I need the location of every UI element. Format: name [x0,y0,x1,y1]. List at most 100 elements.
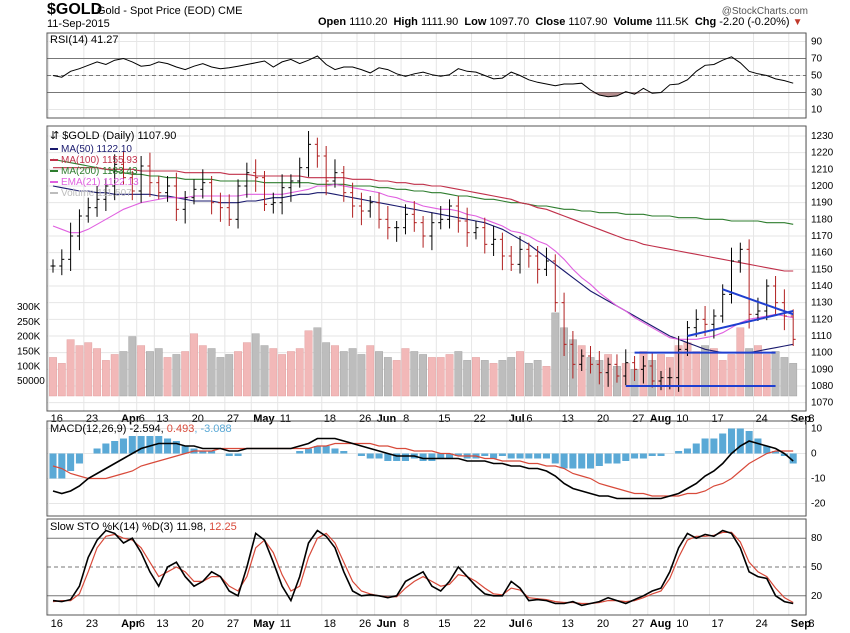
x-tick-label: Aug [650,618,671,630]
sto-tick-label: 80 [811,533,823,544]
volume-bar [551,312,560,397]
trendline-falling [722,288,794,316]
x-tick-label: 11 [280,413,291,425]
volume-value: 111.5K [655,16,689,28]
macd-histogram-bar [393,453,401,461]
macd-histogram-bar [622,453,630,461]
macd-histogram-bar [454,453,462,456]
price-tick-label: 1150 [811,264,833,275]
volume-tick-label: 100K [17,361,41,372]
volume-bar [287,351,295,397]
volume-bar [771,351,780,397]
x-tick-label: 24 [756,413,768,425]
volume-bar [780,357,789,397]
x-tick-label: May [253,413,275,425]
macd-histogram-bar [428,453,436,461]
volume-bar [198,345,207,397]
volume-bar [718,360,727,397]
volume-bar [489,363,498,397]
volume-bar [225,354,234,397]
sto-title: Slow STO %K(14) %D(3) 11.98, 12.25 [50,521,237,533]
x-tick-label: 26 [359,618,371,630]
macd-histogram-bar [155,436,163,454]
exchange: CME [218,5,243,17]
macd-tick-label: 10 [811,424,823,435]
x-tick-label: 13 [562,618,574,630]
volume-bar [207,348,216,397]
macd-histogram-bar [780,453,788,456]
volume-bar [542,366,551,397]
trendline-rising [687,310,794,337]
macd-histogram-bar [648,453,656,456]
price-tick-label: 1220 [811,148,834,159]
macd-value: -2.594, [129,423,166,435]
rsi-panel [46,32,807,119]
macd-histogram-bar [745,431,753,454]
volume-bar [436,357,445,397]
volume-bar [190,333,198,397]
x-tick-label: 6 [526,413,532,425]
volume-bar [278,354,287,397]
rsi-tick-label: 70 [811,54,823,65]
sto-d-value: 12.25 [209,521,237,533]
macd-histogram-bar [675,451,683,454]
x-tick-label: 27 [632,413,644,425]
x-tick-label: Jun [377,413,397,425]
price-tick-label: 1200 [811,181,834,192]
x-tick-label: 17 [711,413,723,425]
macd-histogram-bar [516,453,524,459]
x-tick-label: 23 [86,618,98,630]
price-tick-label: 1070 [811,398,834,409]
macd-histogram-bar [657,453,665,456]
open-label: Open [318,16,347,28]
volume-tick-label: 50000 [17,376,45,387]
price-tick-label: 1190 [811,198,833,209]
price-tick-label: 1080 [811,381,834,392]
legend-label: Volume 111,507 [61,188,132,199]
x-tick-label: 8 [808,618,814,630]
x-tick-label: 10 [676,618,688,630]
macd-histogram-bar [331,448,339,454]
x-tick-label: Jun [377,618,397,630]
x-tick-label: 20 [597,618,609,630]
volume-bar [304,330,313,397]
volume-bar [736,327,745,397]
sto-tick-label: 50 [811,562,823,573]
macd-histogram-bar [507,453,515,459]
volume-bar [383,357,392,397]
volume-bar [454,351,463,397]
macd-histogram-bar [340,451,348,454]
volume-bar [789,363,798,397]
macd-histogram-bar [710,438,718,454]
volume-bar [84,342,93,397]
macd-histogram-bar [498,453,506,456]
macd-title: MACD(12,26,9) -2.594, 0.493, -3.088 [50,423,232,435]
x-tick-label: 24 [756,618,768,630]
x-tick-label: 8 [808,413,814,425]
x-tick-label: 20 [597,413,609,425]
price-tick-label: 1140 [811,281,833,292]
macd-histogram-bar [683,448,691,454]
volume-bar [110,354,119,397]
macd-line [52,437,794,500]
volume-bar [472,357,480,397]
x-tick-label: 18 [324,618,336,630]
volume-bar [445,354,454,397]
x-tick-label: 11 [280,618,291,630]
ma100-line [53,167,794,272]
macd-histogram-bar [181,446,189,454]
sto-d-line [52,531,794,605]
volume-bar [331,345,339,397]
macd-tick-label: 0 [811,449,817,460]
macd-histogram-bar [569,453,577,469]
price-tick-label: 1100 [811,348,833,359]
volume-bar [463,360,472,397]
macd-histogram-bar [586,453,595,469]
sto-k-line [52,529,794,607]
x-tick-label: 22 [474,413,486,425]
macd-histogram-bar [419,453,427,461]
x-tick-label: May [253,618,275,630]
macd-histogram-bar [481,453,489,456]
volume-tick-label: 200K [17,332,41,343]
chg-label: Chg [694,16,717,28]
